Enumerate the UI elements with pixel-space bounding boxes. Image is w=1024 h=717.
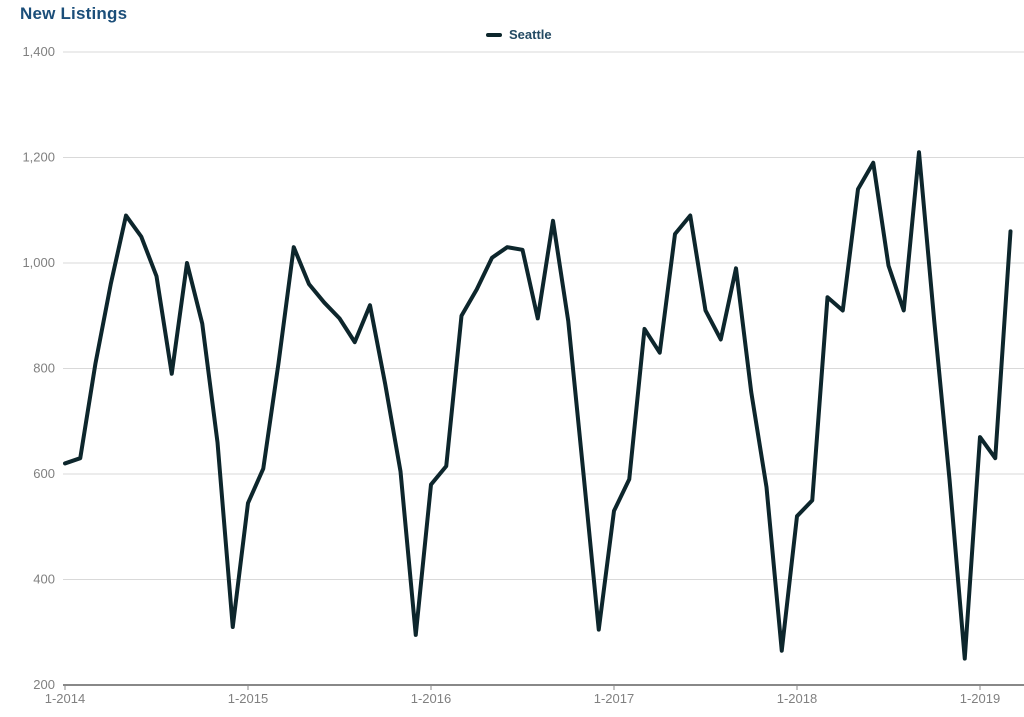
legend-item-seattle[interactable]: Seattle [486,27,552,42]
y-axis-label: 400 [33,572,55,587]
x-axis-label: 1-2014 [45,691,85,706]
x-axis-label: 1-2015 [228,691,268,706]
y-axis-label: 1,000 [22,255,55,270]
y-axis-label: 1,200 [22,150,55,165]
x-axis-label: 1-2019 [960,691,1000,706]
legend-line-marker-icon [486,32,502,37]
x-axis-label: 1-2017 [594,691,634,706]
legend-label: Seattle [509,27,552,42]
y-axis-label: 1,400 [22,44,55,59]
y-axis-label: 200 [33,677,55,692]
x-axis-label: 1-2016 [411,691,451,706]
y-axis-label: 600 [33,466,55,481]
x-axis-label: 1-2018 [777,691,817,706]
chart-title: New Listings [20,4,128,23]
series-line-seattle[interactable] [63,150,1013,661]
y-axis-label: 800 [33,361,55,376]
